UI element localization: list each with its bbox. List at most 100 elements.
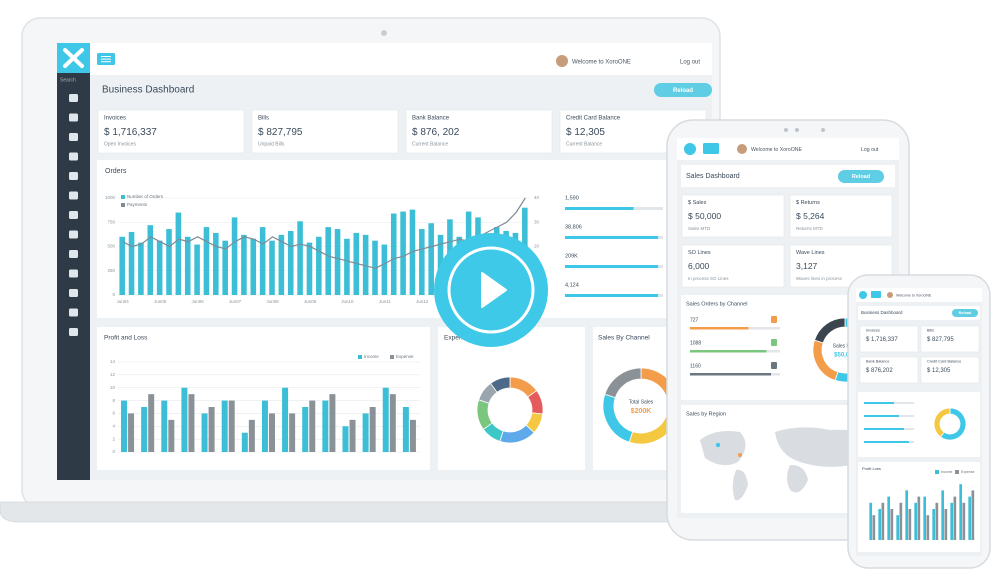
avatar — [887, 292, 893, 298]
bar — [419, 229, 425, 295]
bar — [950, 502, 954, 540]
x-tick-label: Jun06 — [191, 299, 204, 304]
bar — [119, 236, 125, 295]
topbar — [90, 43, 712, 75]
bar — [188, 394, 195, 452]
phone-menu-button[interactable] — [871, 291, 881, 298]
bar — [872, 515, 876, 540]
map-region — [787, 464, 808, 493]
map-region — [700, 431, 746, 466]
legend-swatch — [121, 195, 125, 199]
panel-title: Sales By Channel — [598, 335, 650, 342]
bar — [878, 509, 882, 540]
donut-center-value: $200K — [631, 408, 652, 415]
stat-bar — [565, 207, 634, 210]
donut-segment — [933, 407, 951, 438]
reload-button[interactable] — [838, 170, 884, 183]
legend-swatch — [955, 470, 959, 474]
title-bar — [858, 306, 980, 320]
bar — [184, 236, 191, 295]
mini-bar — [864, 415, 899, 417]
sidebar-icon — [69, 211, 78, 219]
page-title: Business Dashboard — [861, 310, 903, 315]
y-tick-label: 8 — [112, 398, 115, 403]
bar — [369, 407, 376, 452]
logo-mark — [63, 48, 84, 68]
logout-link[interactable]: Log out — [861, 147, 879, 153]
x-tick-label: Jun07 — [229, 299, 242, 304]
panel-title: Profit Loss — [862, 466, 881, 471]
x-tick-label: Jun08 — [266, 299, 279, 304]
bar — [334, 229, 341, 295]
page-title: Business Dashboard — [102, 85, 194, 96]
row-value: 1160 — [690, 363, 701, 369]
x-tick-label: Jun09 — [304, 299, 317, 304]
phone-topbar — [856, 288, 982, 302]
panel-title: Profit and Loss — [104, 335, 148, 342]
welcome-text: Welcome to XoroONE — [572, 60, 631, 66]
bar — [203, 227, 210, 295]
bar — [905, 490, 909, 540]
y2-tick-label: 20 — [534, 244, 540, 249]
bar — [881, 502, 885, 540]
y-tick-label: 0 — [112, 292, 115, 297]
card-value: $ 827,795 — [927, 337, 954, 343]
x-tick-label: Jun11 — [379, 299, 391, 304]
bar — [289, 413, 296, 452]
bar — [306, 242, 313, 295]
bar — [161, 400, 168, 452]
bar — [935, 502, 939, 540]
card-subtitle: Waves lines in process — [796, 276, 843, 281]
row-icon — [771, 339, 777, 346]
logout-link[interactable]: Log out — [680, 60, 700, 66]
x-tick-label: Jun05 — [154, 299, 167, 304]
bar — [166, 229, 172, 295]
avatar — [556, 55, 568, 67]
reload-button[interactable] — [654, 83, 712, 97]
panel-title: Expenses — [444, 335, 473, 342]
tablet-sensor — [784, 128, 788, 132]
card-subtitle: Current Balance — [566, 142, 602, 148]
bar — [121, 400, 128, 452]
stat-bar — [565, 265, 659, 268]
y2-tick-label: 30 — [534, 219, 540, 224]
bar — [128, 413, 135, 452]
bar — [141, 407, 148, 452]
card-title: Bills — [927, 329, 934, 333]
bar — [923, 496, 927, 540]
card-value: 6,000 — [688, 261, 710, 271]
page-title: Sales Dashboard — [686, 173, 740, 180]
stat-value: 4,124 — [565, 282, 579, 288]
bar — [389, 394, 396, 452]
bar — [148, 394, 155, 452]
y-tick-label: 14 — [110, 359, 116, 364]
mini-bar — [864, 441, 909, 443]
bar — [926, 515, 930, 540]
bar — [241, 234, 247, 295]
bar — [261, 400, 268, 452]
tablet-menu-button[interactable] — [703, 143, 719, 154]
bar — [381, 244, 388, 295]
bar — [890, 509, 894, 540]
bar — [228, 400, 235, 452]
card-value: $ 12,305 — [927, 368, 951, 374]
panel-title: Orders — [105, 168, 127, 175]
bar — [325, 227, 331, 295]
bar — [156, 240, 163, 295]
bar — [241, 432, 248, 452]
line-series — [122, 197, 526, 269]
row-bar — [690, 350, 767, 353]
sidebar-icon — [69, 308, 78, 317]
bar — [428, 223, 434, 295]
reload-button[interactable] — [952, 309, 978, 317]
map-region — [732, 469, 748, 501]
legend-label: Income — [364, 354, 379, 359]
bar — [349, 419, 356, 452]
card-value: $ 876, 202 — [412, 127, 460, 138]
bar — [917, 496, 921, 540]
bar — [316, 236, 322, 295]
y-tick-label: 12 — [110, 372, 116, 377]
bar — [953, 496, 957, 540]
y-tick-label: 0 — [112, 449, 115, 454]
bar — [896, 515, 900, 540]
